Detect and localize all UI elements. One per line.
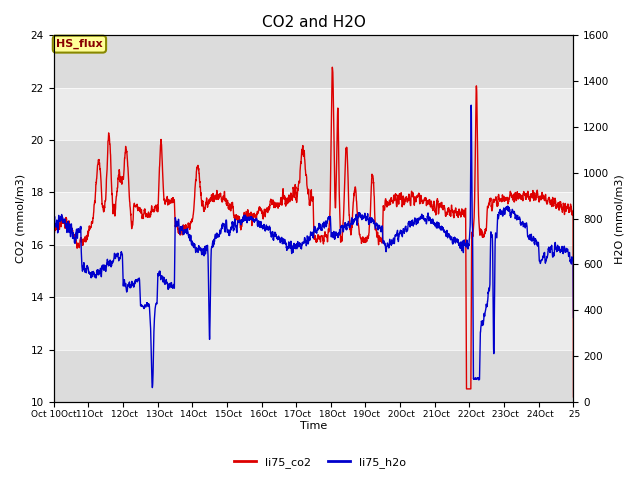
Text: HS_flux: HS_flux — [56, 39, 103, 49]
Bar — [54, 36, 573, 88]
Bar — [54, 140, 573, 192]
Bar — [54, 88, 573, 140]
Bar — [54, 349, 573, 402]
Y-axis label: H2O (mmol/m3): H2O (mmol/m3) — [615, 174, 625, 264]
X-axis label: Time: Time — [300, 421, 327, 432]
Bar — [54, 297, 573, 349]
Bar — [54, 245, 573, 297]
Legend: li75_co2, li75_h2o: li75_co2, li75_h2o — [230, 452, 410, 472]
Y-axis label: CO2 (mmol/m3): CO2 (mmol/m3) — [15, 174, 25, 263]
Title: CO2 and H2O: CO2 and H2O — [262, 15, 365, 30]
Bar — [54, 192, 573, 245]
